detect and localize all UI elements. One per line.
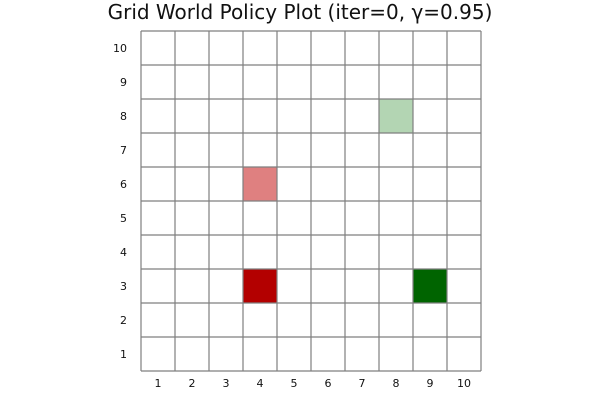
y-tick-label: 1 <box>120 348 127 361</box>
x-tick-label: 5 <box>291 377 298 390</box>
x-tick-label: 8 <box>393 377 400 390</box>
y-tick-label: 7 <box>120 144 127 157</box>
x-tick-label: 9 <box>427 377 434 390</box>
x-tick-label: 4 <box>257 377 264 390</box>
y-tick-label: 9 <box>120 76 127 89</box>
grid-cell-4-3 <box>243 269 277 303</box>
x-tick-label: 7 <box>359 377 366 390</box>
x-tick-label: 6 <box>325 377 332 390</box>
y-tick-label: 10 <box>113 42 127 55</box>
grid-cell-8-8 <box>379 99 413 133</box>
y-tick-label: 2 <box>120 314 127 327</box>
chart-title: Grid World Policy Plot (iter=0, γ=0.95) <box>107 0 493 24</box>
y-tick-label: 4 <box>120 246 127 259</box>
x-tick-label: 10 <box>457 377 471 390</box>
grid-cell-9-3 <box>413 269 447 303</box>
y-tick-label: 6 <box>120 178 127 191</box>
x-tick-label: 2 <box>189 377 196 390</box>
x-tick-label: 1 <box>155 377 162 390</box>
y-tick-label: 3 <box>120 280 127 293</box>
y-tick-label: 8 <box>120 110 127 123</box>
x-tick-label: 3 <box>223 377 230 390</box>
y-tick-label: 5 <box>120 212 127 225</box>
grid-cell-4-6 <box>243 167 277 201</box>
